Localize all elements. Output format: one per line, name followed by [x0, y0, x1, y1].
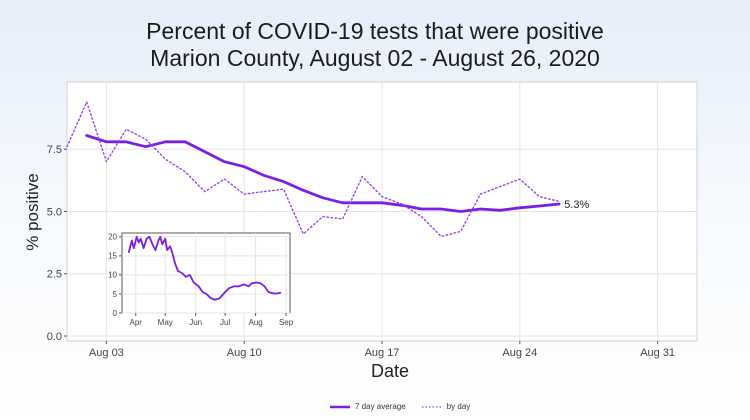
legend-label-7-day-average: 7 day average [355, 402, 406, 411]
inset-y-tick-label: 5 [113, 290, 118, 299]
legend-key-dotted [421, 405, 442, 408]
x-axis-title: Date [371, 361, 409, 381]
y-axis-title: % positive [23, 173, 42, 250]
legend-label-by-day: by day [446, 402, 471, 411]
main-y-tick-label: 2.5 [47, 269, 62, 281]
inset-x-tick-label: Apr [130, 318, 143, 327]
chart-title-line-2: Marion County, August 02 - August 26, 20… [150, 45, 600, 71]
main-x-tick-label: Aug 31 [640, 347, 675, 359]
inset-series-line-0 [127, 235, 282, 301]
legend: 7 day average by day [330, 402, 480, 411]
main-x-tick-label: Aug 10 [227, 347, 262, 359]
inset-x-tick-label: Jun [189, 318, 202, 327]
main-x-tick-label: Aug 03 [89, 347, 124, 359]
inset-x-tick-label: Aug [248, 318, 262, 327]
main-y-tick-label: 0.0 [47, 331, 62, 343]
main-y-tick-label: 7.5 [47, 144, 62, 156]
legend-item-7-day-average: 7 day average [330, 402, 406, 411]
main-x-tick-label: Aug 24 [502, 347, 537, 359]
main-end-value-label: 5.3% [564, 199, 589, 211]
inset-x-tick-label: Sep [279, 318, 294, 327]
legend-item-by-day: by day [421, 402, 471, 411]
main-series-line-7-day-average [85, 134, 561, 213]
main-series-line-by-day [66, 101, 560, 238]
chart-title-line-1: Percent of COVID-19 tests that were posi… [146, 18, 604, 44]
inset-y-tick-label: 10 [108, 271, 117, 280]
legend-key-solid [330, 405, 350, 408]
inset-plot-panel [121, 232, 291, 314]
inset-x-tick-label: May [158, 318, 173, 327]
inset-x-tick-label: Jul [220, 318, 230, 327]
inset-y-tick-label: 0 [113, 309, 118, 318]
inset-y-tick-label: 15 [108, 252, 117, 261]
main-x-tick-label: Aug 17 [365, 347, 400, 359]
inset-y-tick-label: 20 [108, 233, 117, 242]
main-y-tick-label: 5.0 [47, 206, 62, 218]
